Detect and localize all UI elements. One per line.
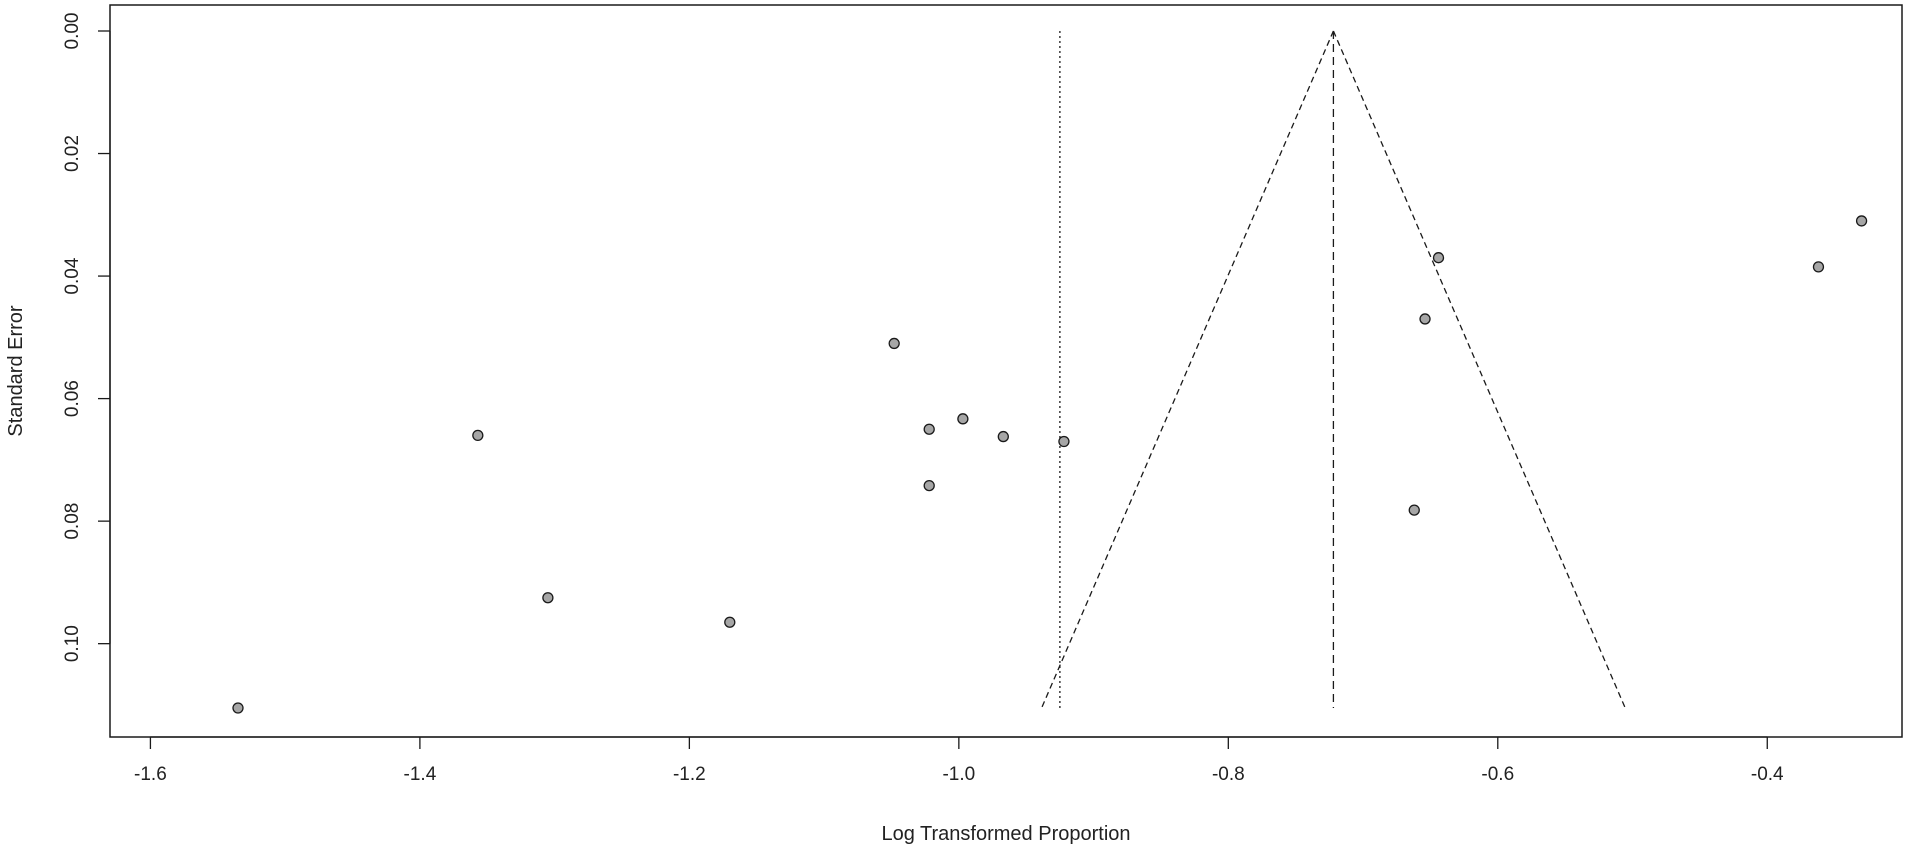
y-axis: 0.00 0.02 0.04 0.06 0.08 0.10: [62, 13, 111, 662]
y-tick-label: 0.00: [62, 13, 83, 50]
data-point-2: [472, 429, 484, 442]
funnel-right-line: [1332, 30, 1626, 709]
x-tick-label: -0.6: [1481, 764, 1514, 785]
y-tick-label: 0.04: [62, 257, 83, 294]
plot-frame: [109, 4, 1903, 738]
x-axis: -1.6 -1.4 -1.2 -1.0 -0.8 -0.6 -0.4: [134, 736, 1784, 785]
data-points: [232, 215, 1868, 714]
funnel-left-line: [1041, 30, 1335, 709]
data-point-5: [888, 337, 900, 350]
y-tick-label: 0.02: [62, 135, 83, 172]
x-tick-label: -0.4: [1751, 764, 1784, 785]
x-tick-label: -1.2: [673, 764, 706, 785]
data-point-9: [997, 430, 1009, 443]
data-point-15: [1855, 215, 1868, 227]
funnel-layer: [1041, 30, 1626, 709]
x-tick-label: -1.4: [404, 764, 437, 785]
data-point-12: [1419, 313, 1431, 325]
data-point-4: [724, 616, 736, 628]
x-tick-label: -0.8: [1212, 764, 1245, 785]
y-axis-title: Standard Error: [5, 305, 27, 437]
data-point-3: [542, 592, 554, 604]
data-point-6: [923, 423, 935, 435]
x-tick-label: -1.0: [942, 764, 975, 785]
data-point-14: [1812, 261, 1825, 273]
x-axis-title: Log Transformed Proportion: [881, 823, 1130, 845]
data-point-8: [957, 413, 969, 425]
y-tick-label: 0.06: [62, 380, 83, 417]
y-tick-label: 0.10: [62, 625, 83, 662]
data-point-10: [1058, 435, 1070, 448]
data-point-11: [1408, 504, 1420, 516]
y-tick-label: 0.08: [62, 503, 83, 540]
data-point-13: [1432, 252, 1445, 264]
data-point-7: [923, 479, 935, 492]
data-point-1: [232, 702, 244, 714]
x-tick-label: -1.6: [134, 764, 167, 785]
